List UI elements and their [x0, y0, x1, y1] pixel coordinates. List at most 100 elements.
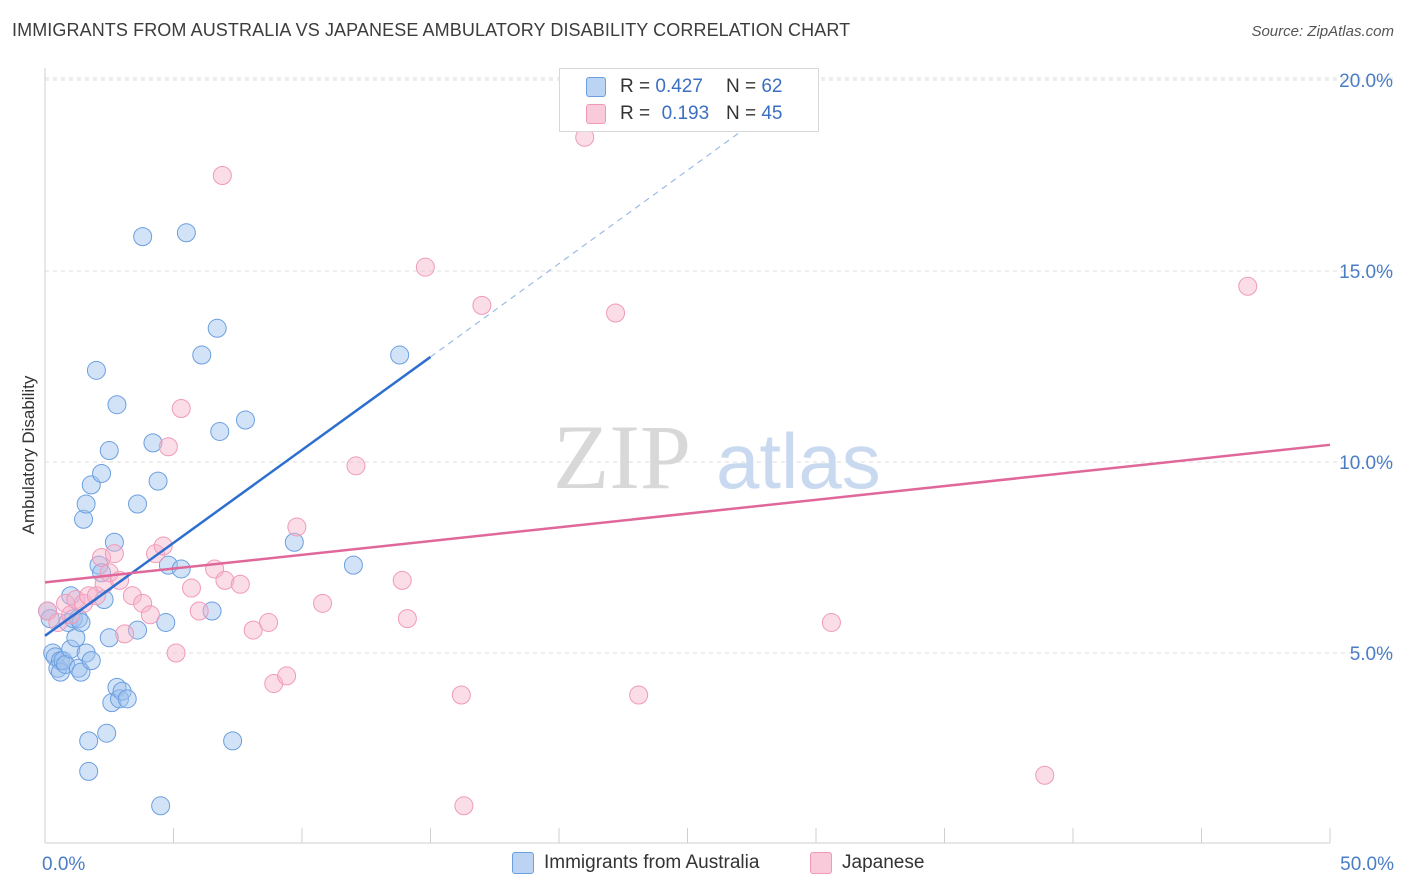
legend-r-label: R =: [620, 76, 651, 97]
point-japanese: [171, 399, 191, 419]
watermark-zip: ZIP: [553, 406, 691, 508]
point-japanese: [99, 563, 119, 583]
legend-row-australia: R = 0.427 N = 62: [586, 75, 782, 99]
point-japanese: [122, 586, 142, 606]
point-japanese: [181, 578, 201, 598]
point-australia: [343, 555, 363, 575]
point-japanese: [259, 612, 279, 632]
point-japanese: [821, 612, 841, 632]
data-points: [38, 127, 1258, 816]
point-australia: [86, 360, 106, 380]
y-tick-label: 10.0%: [1339, 453, 1393, 474]
bottom-legend-label-australia: Immigrants from Australia: [544, 852, 760, 873]
point-australia: [192, 345, 212, 365]
point-australia: [79, 761, 99, 781]
chart-title: IMMIGRANTS FROM AUSTRALIA VS JAPANESE AM…: [12, 20, 851, 40]
point-japanese: [86, 586, 106, 606]
legend-swatch-australia: [586, 77, 606, 97]
legend-swatch-japanese: [586, 104, 606, 124]
point-australia: [76, 494, 96, 514]
grid-lines: [45, 77, 1395, 654]
watermark-atlas: atlas: [716, 417, 881, 505]
point-japanese: [92, 548, 112, 567]
axes: [44, 68, 1331, 844]
point-australia: [128, 494, 148, 514]
stats-legend: R = 0.427 N = 62 R = 0.193 N = 45: [559, 68, 819, 132]
point-australia: [143, 433, 163, 453]
trend-lines: [44, 110, 1331, 637]
point-australia: [390, 345, 410, 365]
watermark: ZIP atlas: [553, 406, 881, 508]
bottom-legend-australia: Immigrants from Australia: [512, 852, 759, 874]
point-australia: [79, 731, 99, 751]
point-japanese: [115, 624, 135, 644]
point-australia: [148, 471, 168, 491]
trend-line-australia-extension: [430, 110, 771, 358]
point-australia: [99, 628, 119, 648]
point-australia: [74, 509, 94, 529]
point-australia: [110, 689, 130, 709]
legend-r-label: R =: [620, 103, 651, 124]
point-japanese: [606, 303, 626, 323]
legend-row-japanese: R = 0.193 N = 45: [586, 102, 782, 126]
point-japanese: [397, 609, 417, 629]
point-australia: [176, 223, 196, 243]
point-australia: [104, 532, 124, 552]
point-japanese: [189, 601, 209, 621]
x-tick-label-max: 50.0%: [1340, 854, 1394, 875]
legend-n-label: N =: [725, 76, 757, 97]
y-axis-label: Ambulatory Disability: [19, 375, 38, 534]
point-australia: [81, 651, 101, 671]
point-australia: [133, 227, 153, 247]
point-australia: [128, 620, 148, 640]
point-australia: [223, 731, 243, 751]
point-australia: [107, 395, 127, 415]
point-japanese: [166, 643, 186, 663]
y-tick-label: 5.0%: [1350, 644, 1393, 665]
point-japanese: [133, 593, 153, 613]
legend-r-value: 0.193: [661, 103, 710, 124]
point-japanese: [1238, 276, 1258, 296]
x-tick-label-min: 0.0%: [42, 854, 85, 875]
point-japanese: [158, 437, 178, 457]
y-tick-label: 15.0%: [1339, 262, 1393, 283]
point-japanese: [1035, 765, 1055, 785]
point-japanese: [472, 295, 492, 315]
legend-n-value: 45: [761, 103, 783, 124]
point-australia: [56, 654, 76, 674]
point-japanese: [313, 593, 333, 613]
point-japanese: [287, 517, 307, 537]
point-australia: [89, 555, 109, 575]
bottom-legend-japanese: Japanese: [810, 852, 924, 874]
trend-line-australia: [44, 355, 432, 637]
point-japanese: [104, 544, 124, 564]
legend-n-value: 62: [761, 76, 783, 97]
point-australia: [61, 639, 81, 659]
tick-labels: 5.0% 10.0% 15.0% 20.0% 0.0% 50.0%: [42, 71, 1394, 875]
bottom-legend-label-japanese: Japanese: [842, 852, 925, 873]
point-japanese: [346, 456, 366, 476]
point-australia: [99, 441, 119, 461]
point-australia: [210, 421, 230, 441]
source-label: Source: ZipAtlas.com: [1251, 23, 1394, 40]
point-japanese: [153, 536, 173, 556]
point-japanese: [415, 257, 435, 277]
point-australia: [92, 463, 112, 483]
point-japanese: [392, 570, 412, 590]
point-australia: [117, 689, 137, 709]
point-japanese: [140, 605, 160, 625]
point-australia: [235, 410, 255, 430]
bottom-legend-swatch-australia: [512, 852, 534, 874]
point-australia: [207, 318, 227, 338]
point-japanese: [454, 796, 474, 816]
point-australia: [284, 532, 304, 552]
point-japanese: [243, 620, 263, 640]
point-australia: [71, 612, 91, 632]
y-tick-label: 20.0%: [1339, 71, 1393, 92]
point-australia: [66, 628, 86, 648]
point-japanese: [212, 166, 232, 185]
point-australia: [151, 796, 171, 816]
point-japanese: [451, 685, 471, 705]
point-australia: [156, 612, 176, 632]
